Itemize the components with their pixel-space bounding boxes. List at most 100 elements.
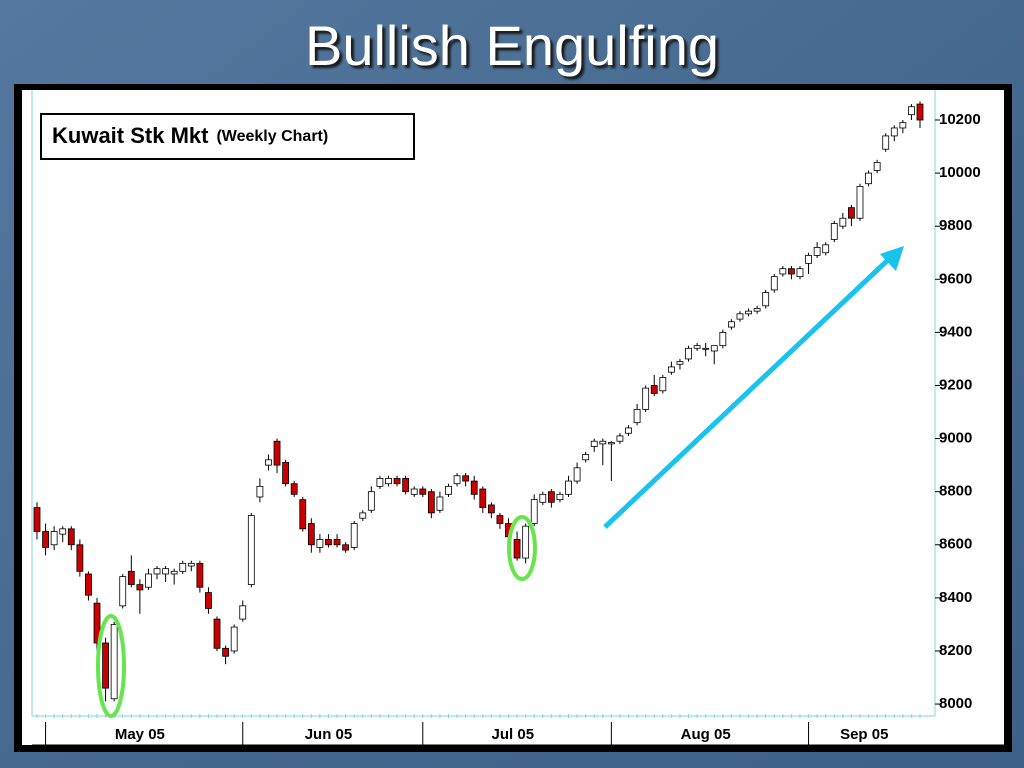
y-tick-label: 8200 xyxy=(939,642,972,659)
candle-body xyxy=(265,459,272,466)
x-tick-label: May 05 xyxy=(115,726,165,743)
y-tick-label: 9400 xyxy=(939,323,972,340)
candle-body xyxy=(350,523,358,548)
candle-body xyxy=(530,499,538,524)
candle-body xyxy=(788,268,795,275)
candle-body xyxy=(813,247,821,256)
y-tick-label: 9600 xyxy=(939,270,972,287)
candle-body xyxy=(462,475,470,482)
candle-body xyxy=(916,103,924,121)
candle-body xyxy=(487,504,495,514)
candle-body xyxy=(316,539,324,548)
candle-body xyxy=(556,493,564,501)
chart-label: Kuwait Stk Mkt (Weekly Chart) xyxy=(52,123,328,148)
candle-body xyxy=(745,310,752,315)
candle-body xyxy=(205,592,212,609)
candle-body xyxy=(822,244,830,254)
candle-body xyxy=(76,544,84,572)
candle-body xyxy=(33,507,41,532)
candle-body xyxy=(170,570,178,575)
candle-body xyxy=(779,268,787,275)
candle-body xyxy=(393,477,401,485)
candle-body xyxy=(865,172,872,185)
candle-body xyxy=(445,485,452,495)
candle-body xyxy=(239,605,247,620)
candle-body xyxy=(710,345,718,352)
candle-body xyxy=(282,462,290,485)
highlight-ellipse xyxy=(96,614,126,718)
candle-body xyxy=(187,562,195,567)
candle-body xyxy=(247,515,255,585)
candle-body xyxy=(93,602,101,644)
candle-body xyxy=(402,477,410,493)
trend-arrow-head xyxy=(880,246,904,271)
highlight-ellipse xyxy=(507,515,537,581)
y-tick-label: 9200 xyxy=(939,376,972,393)
candle-body xyxy=(59,528,67,535)
candle-body xyxy=(196,562,204,588)
candle-body xyxy=(607,442,615,445)
candle-body xyxy=(753,308,761,312)
candle-body xyxy=(522,525,530,559)
candle-body xyxy=(50,531,58,546)
candle-body xyxy=(633,408,641,424)
y-tick-label: 9800 xyxy=(939,217,972,234)
candle-body xyxy=(547,491,555,503)
chart-area xyxy=(22,90,1004,745)
candle-body xyxy=(367,491,375,511)
candle-body xyxy=(179,562,187,572)
candle-body xyxy=(290,483,298,495)
candle-body xyxy=(513,539,521,559)
candle-body xyxy=(342,544,350,551)
candle-body xyxy=(299,499,307,530)
candle-body xyxy=(85,573,92,596)
candle-body xyxy=(582,454,590,461)
candle-body xyxy=(573,467,581,482)
plot: 8000 8200 8400 8600 8800 9000 9200 9400 9600 9800… xyxy=(33,101,981,745)
candle-body xyxy=(427,491,435,514)
candle-body xyxy=(908,106,915,116)
candle-body xyxy=(419,488,427,495)
candle-body xyxy=(436,496,444,511)
candle-body xyxy=(890,127,898,137)
candle-body xyxy=(359,512,367,519)
candle-body xyxy=(256,485,264,498)
candle-body xyxy=(376,477,384,487)
candle-body xyxy=(693,345,701,349)
chart-label-box xyxy=(40,113,415,160)
candle-body xyxy=(599,440,607,445)
trend-arrow-line xyxy=(603,256,892,529)
x-tick-label: Jun 05 xyxy=(305,726,353,743)
candle-body xyxy=(213,618,221,649)
candle-body xyxy=(127,570,135,585)
y-tick-label: 8000 xyxy=(939,695,972,712)
y-tick-label: 10000 xyxy=(939,164,981,181)
y-tick-label: 8800 xyxy=(939,483,972,500)
candle-body xyxy=(805,254,812,264)
candle-body xyxy=(539,493,547,503)
chart-label-note: (Weekly Chart) xyxy=(216,128,328,145)
candle-body xyxy=(727,321,735,328)
candle-body xyxy=(625,427,632,434)
candle-body xyxy=(830,223,838,240)
candle-body xyxy=(470,480,478,495)
y-tick-label: 10200 xyxy=(939,111,981,128)
candle-body xyxy=(153,568,161,575)
candle-body xyxy=(102,642,109,689)
candle-body xyxy=(119,576,127,607)
candle-body xyxy=(676,361,684,365)
candle-body xyxy=(616,435,624,442)
y-tick-label: 8600 xyxy=(939,536,972,553)
candle-body xyxy=(230,626,238,652)
candle-body xyxy=(453,475,461,485)
candle-body xyxy=(762,292,770,307)
x-tick-label: Sep 05 xyxy=(840,726,888,743)
candle-body xyxy=(719,331,727,347)
candle-body xyxy=(839,217,847,227)
y-tick-label: 8400 xyxy=(939,589,972,606)
candle-body xyxy=(110,624,118,700)
slide-title: Bullish Engulfing xyxy=(305,14,719,77)
candle-body xyxy=(333,539,341,546)
candle-body xyxy=(307,523,315,546)
